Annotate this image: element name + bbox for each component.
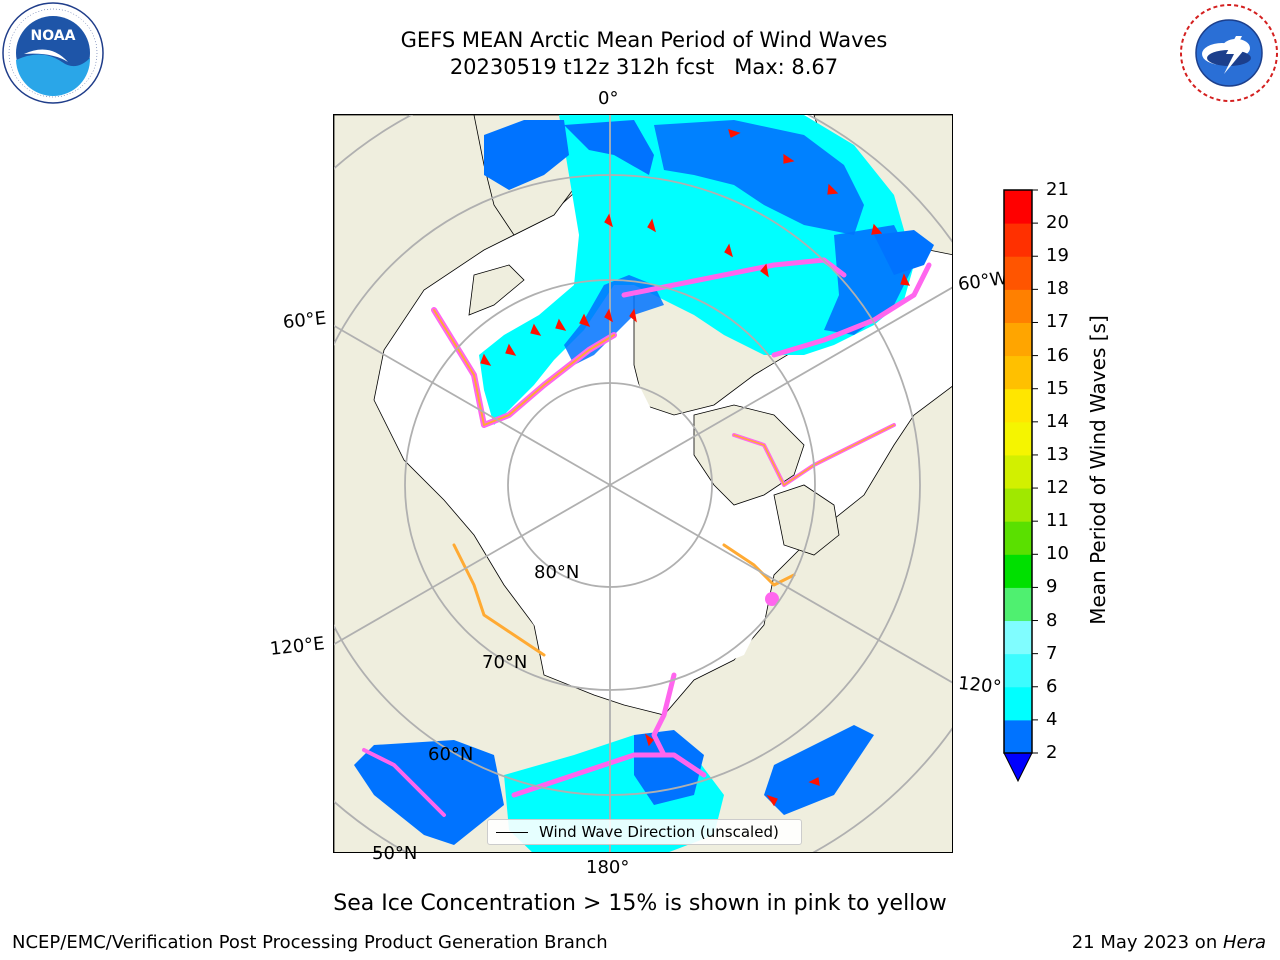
colorbar-segment: [1004, 653, 1032, 688]
parallel-label-50n: 50°N: [372, 843, 418, 864]
polar-map: [334, 115, 952, 852]
colorbar-segment: [1004, 554, 1032, 588]
colorbar-tick-label: 8: [1046, 609, 1058, 631]
colorbar-label: Mean Period of Wind Waves [s]: [1086, 315, 1110, 625]
ice-edge: [362, 257, 932, 817]
colorbar-segment: [1004, 322, 1032, 357]
colorbar-tick-label: 17: [1046, 311, 1069, 333]
colorbar-outline: [1003, 189, 1033, 754]
meridian-label-180: 180°: [586, 857, 630, 878]
colorbar-segment: [1004, 355, 1032, 390]
footer-credit: NCEP/EMC/Verification Post Processing Pr…: [12, 932, 608, 953]
meridian-label-60e: 60°E: [281, 307, 328, 334]
caption: Sea Ice Concentration > 15% is shown in …: [333, 891, 947, 916]
colorbar-tick-label: 20: [1046, 212, 1069, 234]
colorbar-segment: [1004, 289, 1032, 323]
colorbar-segment: [1004, 719, 1032, 754]
parallel-label-60n: 60°N: [428, 744, 474, 765]
colorbar-tick-label: 14: [1046, 410, 1069, 432]
colorbar-segment: [1004, 421, 1032, 456]
legend-line-swatch: [496, 832, 528, 833]
meridian-label-120w: 120°: [957, 672, 1003, 699]
colorbar-tick-label: 6: [1046, 675, 1058, 697]
colorbar-tick-label: 15: [1046, 377, 1069, 399]
colorbar-extend-arrow: [1003, 752, 1033, 783]
colorbar: [1003, 189, 1038, 783]
graticule: [334, 115, 952, 852]
wind-wave-arrows: [480, 129, 911, 807]
meridian-label-120e: 120°E: [269, 633, 326, 660]
colorbar-tick-label: 2: [1046, 742, 1058, 763]
nws-logo: [1180, 4, 1278, 102]
colorbar-segment: [1004, 388, 1032, 423]
legend-text: Wind Wave Direction (unscaled): [539, 823, 779, 841]
colorbar-segment: [1004, 488, 1032, 522]
colorbar-tick-label: 18: [1046, 278, 1069, 300]
colorbar-tick-label: 19: [1046, 245, 1069, 267]
footer-host: Hera: [1222, 932, 1266, 953]
noaa-logo-text: NOAA: [31, 28, 76, 44]
parallel-label-80n: 80°N: [534, 562, 580, 583]
colorbar-segment: [1004, 521, 1032, 555]
parallel-label-70n: 70°N: [482, 652, 528, 673]
colorbar-segment: [1004, 454, 1032, 489]
colorbar-tick-label: 4: [1046, 708, 1058, 730]
sea-ice-interior: [509, 375, 764, 690]
map-legend: Wind Wave Direction (unscaled): [487, 819, 802, 845]
colorbar-segment: [1004, 190, 1032, 224]
colorbar-segment: [1004, 587, 1032, 622]
colorbar-segments: [1003, 189, 1033, 783]
colorbar-segment: [1004, 223, 1032, 257]
colorbar-ticks: [1032, 189, 1038, 754]
colorbar-tick-label: 11: [1046, 510, 1069, 532]
colorbar-tick-label: 7: [1046, 642, 1058, 664]
colorbar-tick-label: 12: [1046, 477, 1069, 499]
colorbar-tick-label: 16: [1046, 344, 1069, 366]
colorbar-segment: [1004, 620, 1032, 655]
footer-date-text: 21 May 2023 on: [1071, 932, 1223, 953]
chart-title: GEFS MEAN Arctic Mean Period of Wind Wav…: [400, 28, 888, 52]
colorbar-tick-label: 13: [1046, 443, 1069, 465]
colorbar-tick-label: 10: [1046, 543, 1069, 565]
footer-date: 21 May 2023 on Hera: [1072, 932, 1266, 954]
map-frame: Wind Wave Direction (unscaled): [333, 114, 953, 853]
chart-subtitle: 20230519 t12z 312h fcst Max: 8.67: [449, 55, 839, 79]
colorbar-segment: [1004, 686, 1032, 721]
meridian-label-0: 0°: [598, 88, 619, 109]
colorbar-tick-label: 9: [1046, 576, 1058, 598]
noaa-logo: NOAA: [2, 2, 104, 104]
colorbar-tick-label: 21: [1046, 179, 1069, 200]
colorbar-segment: [1004, 256, 1032, 290]
